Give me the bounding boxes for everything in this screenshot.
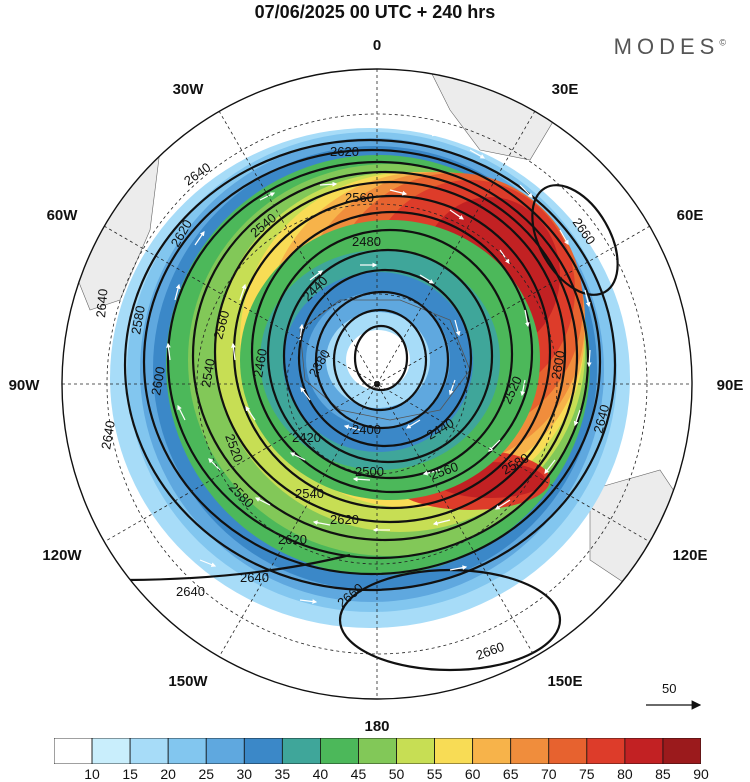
contour-label: 2420 xyxy=(292,430,321,445)
colorbar-tick-label: 40 xyxy=(312,766,329,782)
colorbar-swatch xyxy=(586,738,626,764)
lon-label-150e: 150E xyxy=(547,673,582,690)
lon-label-30w: 30W xyxy=(173,81,205,98)
colorbar-swatch xyxy=(320,738,359,764)
colorbar-tick-label: 80 xyxy=(617,766,633,782)
colorbar-tick-label: 70 xyxy=(540,766,557,782)
contour-label: 2400 xyxy=(352,422,381,437)
lon-label-150w: 150W xyxy=(168,673,208,690)
map-border xyxy=(61,68,693,700)
colorbar-tick-label: 35 xyxy=(274,766,291,782)
contour-label: 2600 xyxy=(548,349,568,380)
colorbar xyxy=(54,738,701,764)
contour-label: 2620 xyxy=(330,144,359,159)
colorbar-swatch xyxy=(472,738,512,764)
colorbar-swatch xyxy=(281,738,321,764)
contour-label: 2540 xyxy=(295,486,324,501)
colorbar-tick-label: 60 xyxy=(464,766,481,782)
colorbar-tick-label: 55 xyxy=(426,766,443,782)
colorbar-swatch xyxy=(243,738,283,764)
contour-label: 2640 xyxy=(240,570,269,585)
contour-label: 2480 xyxy=(352,234,381,249)
colorbar-tick-label: 75 xyxy=(579,766,595,782)
contour-label: 2500 xyxy=(355,464,384,479)
land-antarctica xyxy=(299,299,471,421)
reference-vector-arrow xyxy=(646,700,702,710)
lon-label-60w: 60W xyxy=(47,207,79,224)
contour-label: 2640 xyxy=(590,403,612,435)
graticule xyxy=(62,69,692,699)
colorbar-labels: 10 15 20 25 30 35 40 45 50 55 60 65 70 75 80 85 90 xyxy=(54,766,709,782)
colorbar-swatch xyxy=(510,738,550,764)
colorbar-swatch xyxy=(54,738,93,764)
colorbar-swatch xyxy=(205,738,245,764)
lon-label-0: 0 xyxy=(373,37,381,54)
reference-vector-label: 50 xyxy=(662,681,677,696)
contour-label: 2600 xyxy=(148,365,168,396)
contour-label: 2620 xyxy=(278,532,307,547)
polar-jet-map: 2620 2640 2640 2620 2580 2540 2560 2480 … xyxy=(9,37,744,735)
colorbar-swatch xyxy=(129,738,169,764)
contour-label: 2560 xyxy=(345,190,374,205)
colorbar-tick-label: 15 xyxy=(122,766,138,782)
lon-label-60e: 60E xyxy=(677,207,704,224)
contour-label: 2460 xyxy=(250,347,270,378)
contour-label: 2560 xyxy=(210,309,232,341)
contour-label: 2640 xyxy=(98,419,118,450)
lon-label-180: 180 xyxy=(364,718,389,735)
contour-label: 2620 xyxy=(330,512,359,527)
lon-label-90e: 90E xyxy=(717,377,744,394)
contour-label: 2580 xyxy=(128,304,148,335)
colorbar-swatch xyxy=(167,738,207,764)
colorbar-swatch xyxy=(624,738,664,764)
contour-label: 2640 xyxy=(93,288,110,318)
colorbar-swatch xyxy=(91,738,131,764)
colorbar-tick-label: 20 xyxy=(160,766,176,782)
contour-label: 2640 xyxy=(176,584,205,599)
colorbar-tick-label: 85 xyxy=(655,766,671,782)
colorbar-tick-label: 25 xyxy=(198,766,215,782)
colorbar-tick-label: 50 xyxy=(388,766,405,782)
colorbar-swatch xyxy=(434,738,474,764)
colorbar-tick-label: 65 xyxy=(502,766,519,782)
colorbar-swatch xyxy=(396,738,435,764)
colorbar-tick-label: 30 xyxy=(236,766,253,782)
lon-label-30e: 30E xyxy=(552,81,579,98)
colorbar-tick-label: 10 xyxy=(84,766,100,782)
colorbar-swatch xyxy=(662,738,701,764)
lon-label-120w: 120W xyxy=(42,547,82,564)
lon-label-120e: 120E xyxy=(672,547,707,564)
contour-label: 2540 xyxy=(198,357,218,388)
lon-label-90w: 90W xyxy=(9,377,41,394)
longitude-labels: 0 180 90W 90E 30W 30E 60W 60E 120W 120E … xyxy=(9,37,744,735)
brand-logo: MODES© xyxy=(613,34,726,59)
colorbar-swatch xyxy=(548,738,588,764)
colorbar-tick-label: 45 xyxy=(350,766,367,782)
colorbar-tick-label: 90 xyxy=(693,766,709,782)
colorbar-swatch xyxy=(358,738,397,764)
map-title: 07/06/2025 00 UTC + 240 hrs xyxy=(254,2,496,22)
